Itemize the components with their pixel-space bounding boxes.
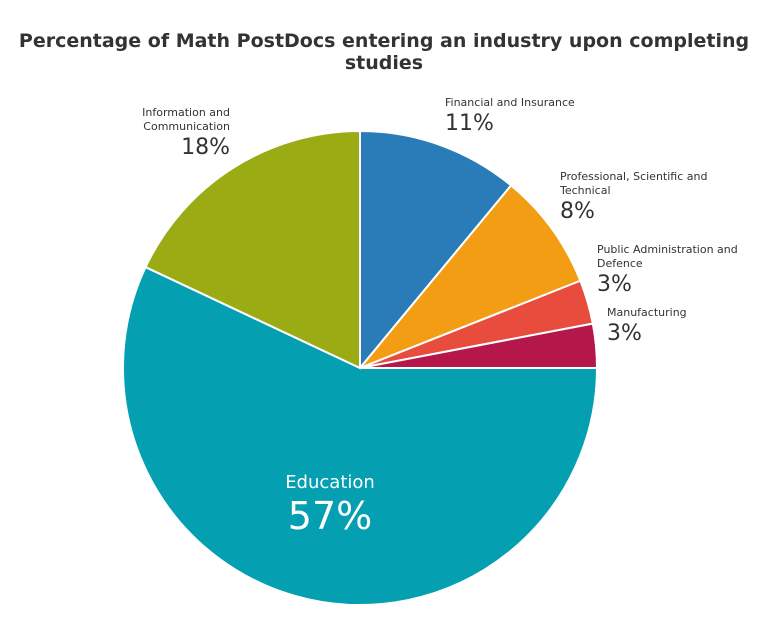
pie-slice bbox=[144, 129, 361, 370]
category-label: Public Administration and Defence bbox=[597, 243, 738, 270]
category-label: Education bbox=[285, 472, 375, 493]
value-label: 11% bbox=[445, 111, 494, 136]
slice-label: Education 57% bbox=[230, 472, 430, 538]
value-label: 18% bbox=[181, 135, 230, 160]
slice-label: Manufacturing 3% bbox=[607, 306, 727, 348]
slice-label: Professional, Scientific and Technical 8% bbox=[560, 170, 740, 226]
chart-title: Percentage of Math PostDocs entering an … bbox=[18, 30, 750, 74]
category-label: Financial and Insurance bbox=[445, 96, 575, 109]
slice-label: Information and Communication 18% bbox=[90, 106, 230, 162]
slice-label: Public Administration and Defence 3% bbox=[597, 243, 762, 299]
slice-label: Financial and Insurance 11% bbox=[445, 96, 625, 138]
value-label: 3% bbox=[607, 321, 642, 346]
category-label: Manufacturing bbox=[607, 306, 687, 319]
value-label: 8% bbox=[560, 199, 595, 224]
value-label: 3% bbox=[597, 272, 632, 297]
category-label: Professional, Scientific and Technical bbox=[560, 170, 708, 197]
pie-slice bbox=[359, 183, 582, 369]
pie-slice bbox=[359, 129, 513, 371]
pie-slice bbox=[122, 265, 599, 606]
value-label: 57% bbox=[287, 494, 373, 538]
category-label: Information and Communication bbox=[142, 106, 230, 133]
